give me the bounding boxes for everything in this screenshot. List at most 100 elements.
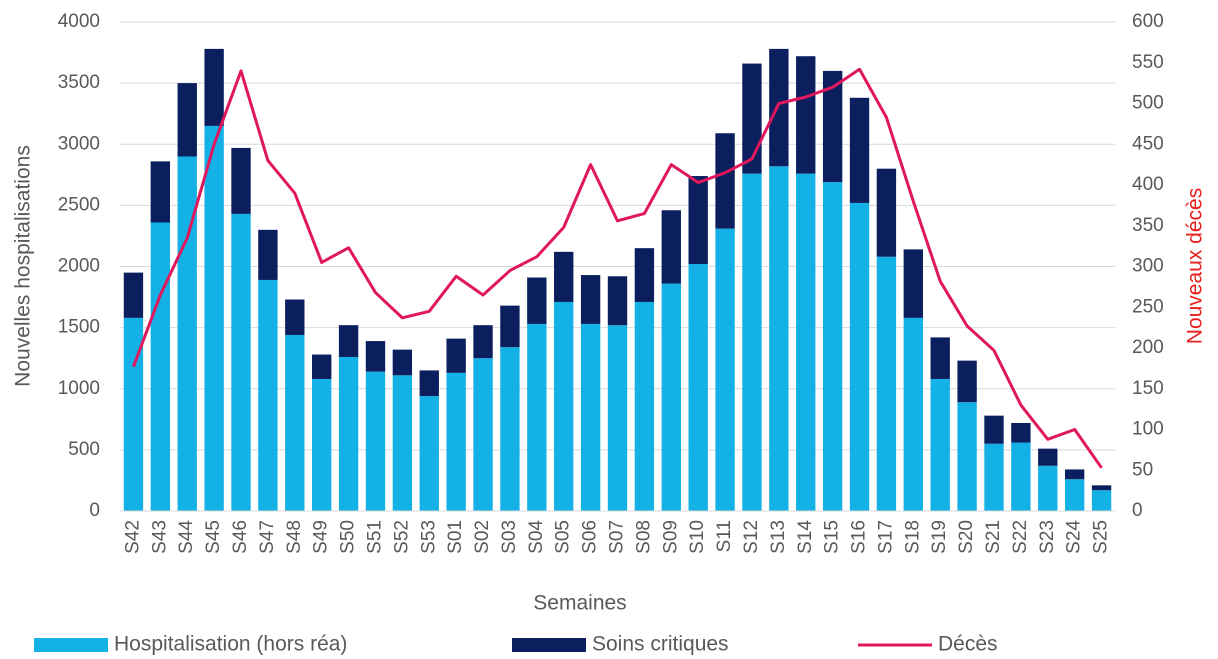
x-tick-label: S49	[311, 520, 332, 554]
bar	[822, 182, 843, 511]
bar	[231, 147, 251, 214]
y-tick-label: 2000	[58, 256, 100, 277]
bar	[419, 370, 439, 397]
bar	[634, 301, 655, 511]
x-tick-label: S04	[526, 520, 547, 554]
bar	[1011, 442, 1031, 511]
y-tick-label: 1000	[58, 378, 100, 399]
bar	[769, 166, 789, 511]
bar	[849, 97, 870, 203]
bar	[554, 251, 574, 302]
bar	[446, 372, 466, 511]
y-tick-label: 2500	[58, 194, 100, 215]
bar	[876, 168, 897, 257]
x-tick-label: S11	[714, 520, 735, 552]
bar	[903, 249, 923, 318]
bar	[903, 317, 923, 511]
bar	[849, 202, 870, 511]
y-tick-label: 4000	[58, 11, 100, 32]
bar	[500, 305, 520, 348]
bar	[607, 276, 628, 326]
y-tick-label: 500	[68, 439, 100, 460]
bar	[1091, 485, 1112, 491]
x-tick-label: S01	[445, 520, 466, 554]
y-axis-title: Nouvelles hospitalisations	[12, 145, 35, 387]
x-tick-label: S25	[1091, 520, 1112, 554]
bar	[312, 354, 332, 379]
x-tick-label: S02	[472, 520, 493, 554]
bar	[123, 317, 144, 511]
x-tick-label: S12	[741, 520, 762, 554]
y2-tick-label: 350	[1132, 215, 1164, 236]
x-tick-label: S52	[391, 520, 412, 554]
bar	[715, 228, 735, 512]
x-tick-label: S45	[203, 520, 224, 554]
x-tick-label: S20	[956, 520, 977, 554]
bar	[661, 283, 681, 511]
y2-tick-label: 500	[1132, 93, 1164, 114]
bar	[446, 338, 466, 373]
bar	[258, 229, 278, 280]
y-tick-label: 0	[89, 500, 100, 521]
y2-tick-label: 300	[1132, 256, 1164, 277]
bar	[365, 371, 386, 511]
x-tick-label: S10	[687, 520, 708, 554]
x-tick-label: S53	[418, 520, 439, 554]
y2-tick-label: 50	[1132, 459, 1153, 480]
bar	[634, 248, 655, 302]
bar	[769, 48, 789, 167]
legend-swatch	[512, 638, 586, 652]
x-tick-label: S46	[230, 520, 251, 554]
bar	[688, 264, 708, 511]
bar	[1011, 422, 1031, 443]
x-tick-label: S08	[633, 520, 654, 554]
y2-tick-label: 100	[1132, 419, 1164, 440]
bar	[876, 256, 897, 511]
bar	[715, 133, 735, 229]
bar	[930, 337, 950, 379]
x-tick-label: S09	[660, 520, 681, 554]
y2-axis-title: Nouveaux décès	[1184, 188, 1207, 344]
bar	[204, 125, 224, 511]
bar	[527, 323, 547, 511]
y2-tick-label: 400	[1132, 174, 1164, 195]
bar	[1064, 479, 1085, 511]
x-tick-label: S14	[795, 520, 816, 554]
legend-label: Hospitalisation (hors réa)	[114, 633, 347, 656]
bar	[285, 334, 305, 511]
legend-label: Soins critiques	[592, 633, 729, 656]
bar	[473, 325, 493, 359]
bar	[392, 375, 413, 511]
y-tick-label: 3500	[58, 72, 100, 93]
y2-tick-label: 600	[1132, 11, 1164, 32]
y2-tick-label: 150	[1132, 378, 1164, 399]
x-tick-label: S42	[122, 520, 143, 554]
bar	[1064, 469, 1085, 480]
x-tick-label: S44	[176, 520, 197, 554]
bar	[554, 301, 574, 511]
bar	[312, 378, 332, 511]
bar	[661, 210, 681, 284]
y2-tick-label: 250	[1132, 296, 1164, 317]
x-tick-label: S24	[1064, 520, 1085, 554]
bar	[123, 272, 144, 318]
y-tick-label: 1500	[58, 317, 100, 338]
x-tick-label: S47	[257, 520, 278, 554]
y2-tick-label: 200	[1132, 337, 1164, 358]
bar	[500, 347, 520, 511]
y2-tick-label: 450	[1132, 133, 1164, 154]
line	[132, 67, 1103, 469]
x-tick-label: S23	[1037, 520, 1058, 554]
bar	[984, 443, 1004, 511]
bar	[796, 173, 816, 511]
legend-label: Décès	[938, 633, 998, 656]
bar	[580, 275, 601, 324]
bar	[338, 325, 359, 357]
x-tick-label: S22	[1010, 520, 1031, 554]
x-tick-label: S17	[875, 520, 896, 554]
x-tick-label: S19	[929, 520, 950, 554]
bar	[204, 48, 224, 126]
bar	[688, 176, 708, 265]
y2-tick-label: 550	[1132, 52, 1164, 73]
